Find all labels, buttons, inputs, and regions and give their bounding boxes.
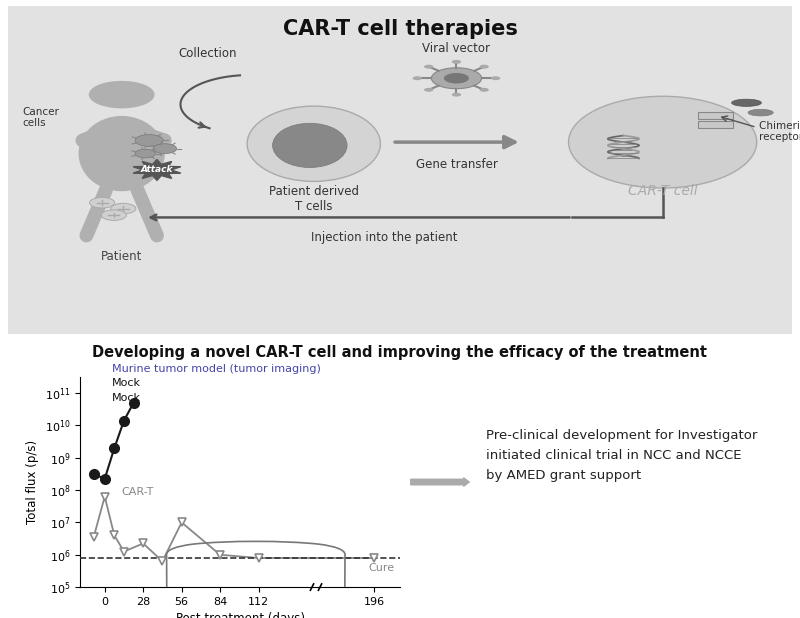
Text: CAR-T cell: CAR-T cell	[628, 184, 698, 198]
Text: Mock: Mock	[111, 378, 141, 389]
Text: Cure: Cure	[369, 563, 394, 573]
Y-axis label: Total flux (p/s): Total flux (p/s)	[26, 440, 39, 524]
Text: Pre-clinical development for Investigator
initiated clinical trial in NCC and NC: Pre-clinical development for Investigato…	[486, 430, 758, 482]
Ellipse shape	[732, 99, 762, 106]
Text: Chimeric antigen
receptor (CAR): Chimeric antigen receptor (CAR)	[759, 121, 800, 142]
Circle shape	[424, 65, 434, 69]
Circle shape	[110, 203, 136, 214]
Text: Attack: Attack	[141, 166, 174, 174]
Circle shape	[89, 81, 154, 108]
Text: Injection into the patient: Injection into the patient	[311, 231, 458, 243]
Circle shape	[102, 210, 126, 221]
Circle shape	[135, 135, 163, 146]
X-axis label: Post treatment (days): Post treatment (days)	[175, 612, 305, 618]
Text: Patient derived
T cells: Patient derived T cells	[269, 185, 358, 213]
Circle shape	[479, 88, 489, 92]
Bar	[698, 112, 734, 119]
Text: CAR-T: CAR-T	[122, 487, 154, 497]
Circle shape	[135, 150, 155, 158]
Ellipse shape	[247, 106, 381, 182]
Ellipse shape	[748, 109, 773, 116]
Circle shape	[452, 60, 461, 64]
Text: Mock: Mock	[111, 393, 141, 403]
Ellipse shape	[569, 96, 757, 188]
Circle shape	[153, 144, 177, 153]
Circle shape	[491, 76, 500, 80]
Circle shape	[413, 76, 422, 80]
Circle shape	[424, 88, 434, 92]
Text: Gene transfer: Gene transfer	[415, 158, 498, 171]
Text: Viral vector: Viral vector	[422, 42, 490, 55]
Text: Collection: Collection	[178, 47, 237, 60]
Text: Murine tumor model (tumor imaging): Murine tumor model (tumor imaging)	[111, 364, 321, 374]
Text: Cancer
cells: Cancer cells	[22, 107, 59, 129]
Circle shape	[444, 73, 469, 83]
FancyBboxPatch shape	[0, 1, 800, 339]
Text: Developing a novel CAR-T cell and improving the efficacy of the treatment: Developing a novel CAR-T cell and improv…	[93, 345, 707, 360]
Ellipse shape	[78, 116, 165, 191]
Text: CAR-T cell therapies: CAR-T cell therapies	[282, 19, 518, 39]
Ellipse shape	[273, 123, 347, 167]
Text: Patient: Patient	[101, 250, 142, 263]
Circle shape	[452, 93, 461, 96]
FancyArrowPatch shape	[410, 478, 470, 486]
Polygon shape	[133, 159, 181, 180]
Circle shape	[479, 65, 489, 69]
Circle shape	[90, 198, 114, 208]
Circle shape	[431, 68, 482, 89]
Bar	[698, 121, 734, 128]
